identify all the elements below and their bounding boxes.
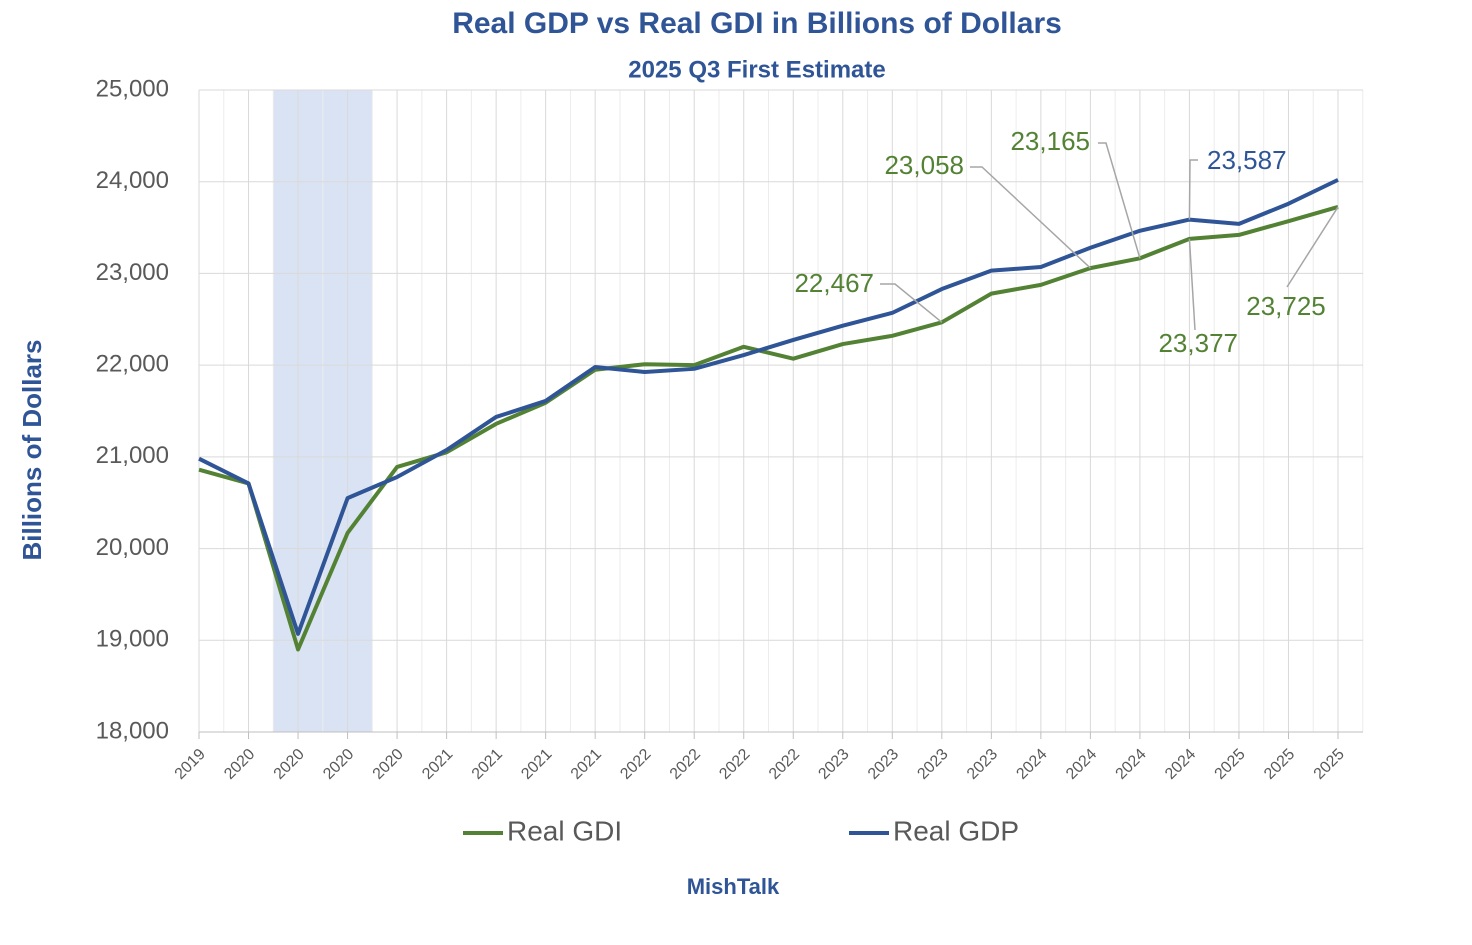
x-tick-label: 2021 [419,746,456,783]
x-tick-label: 2025 [1311,746,1348,783]
leader-line [1286,206,1339,288]
y-tick-label: 20,000 [96,534,169,561]
x-tick-label: 2022 [617,746,654,783]
x-tick-label: 2021 [568,746,605,783]
leader-line [970,166,1091,269]
x-tick-label: 2022 [766,746,803,783]
data-label: 23,377 [1158,328,1238,358]
x-tick-label: 2025 [1261,746,1298,783]
x-tick-label: 2023 [914,746,951,783]
source: MishTalk [687,874,780,899]
x-tick-label: 2019 [172,746,209,783]
chart-title: Real GDP vs Real GDI in Billions of Doll… [452,7,1062,40]
x-tick-label: 2021 [469,746,506,783]
x-tick-label: 2020 [221,746,258,783]
x-tick-label: 2024 [1063,746,1100,783]
x-tick-label: 2023 [865,746,902,783]
x-tick-label: 2024 [1113,746,1150,783]
y-tick-label: 25,000 [96,75,169,102]
x-tick-label: 2023 [964,746,1001,783]
series-line [198,178,1339,636]
legend-label: Real GDP [893,815,1019,846]
x-tick-label: 2024 [1013,746,1050,783]
x-tick-label: 2022 [716,746,753,783]
x-tick-label: 2020 [320,746,357,783]
leader-line [880,283,943,323]
data-label: 22,467 [794,268,874,298]
series-line [198,205,1339,652]
data-label: 23,058 [884,150,964,180]
leader-line [1188,238,1196,331]
y-tick-label: 19,000 [96,626,169,653]
y-tick-label: 21,000 [96,442,169,469]
legend-label: Real GDI [507,815,622,846]
x-tick-label: 2022 [667,746,704,783]
x-tick-label: 2023 [815,746,852,783]
data-label: 23,165 [1010,126,1090,156]
y-axis-title: Billions of Dollars [17,339,47,560]
x-tick-label: 2020 [271,746,308,783]
leader-line [1098,142,1141,259]
data-label: 23,587 [1207,145,1287,175]
y-tick-label: 22,000 [96,350,169,377]
y-tick-label: 18,000 [96,717,169,744]
x-tick-label: 2025 [1212,746,1249,783]
y-tick-label: 24,000 [96,167,169,194]
x-tick-label: 2020 [370,746,407,783]
y-tick-label: 23,000 [96,259,169,286]
data-label: 23,725 [1246,291,1326,321]
leader-line [1188,159,1198,220]
x-tick-label: 2021 [518,746,555,783]
x-tick-label: 2024 [1162,746,1199,783]
chart-subtitle: 2025 Q3 First Estimate [628,56,885,83]
